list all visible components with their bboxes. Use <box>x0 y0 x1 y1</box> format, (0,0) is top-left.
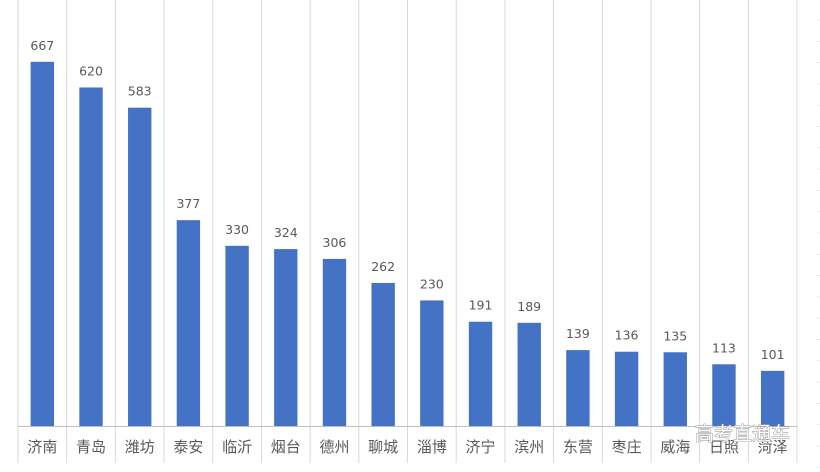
category-label: 济南 <box>27 438 57 456</box>
category-label: 日照 <box>709 438 739 456</box>
bar-潍坊 <box>128 107 152 426</box>
category-label: 济宁 <box>466 438 496 456</box>
data-labels: 667 620 583 377 330 324 306 262 230 191 189 139 136 1… <box>30 38 784 362</box>
category-label: 德州 <box>319 438 349 456</box>
data-label: 191 <box>469 298 493 313</box>
data-label: 139 <box>566 326 590 341</box>
category-label: 聊城 <box>368 438 398 456</box>
data-label: 113 <box>712 340 736 355</box>
bar-泰安 <box>176 220 201 426</box>
bars <box>30 61 785 427</box>
category-label: 威海 <box>660 438 690 456</box>
gridlines <box>17 0 820 468</box>
category-label: 烟台 <box>271 438 301 456</box>
category-label: 青岛 <box>76 438 106 456</box>
data-label: 583 <box>128 84 152 99</box>
category-label: 泰安 <box>173 438 203 456</box>
data-label: 136 <box>615 328 639 343</box>
data-label: 262 <box>371 259 395 274</box>
bar-滨州 <box>517 322 541 426</box>
data-label: 306 <box>323 235 347 250</box>
data-label: 135 <box>663 328 687 343</box>
bar-烟台 <box>274 249 298 426</box>
bar-东营 <box>566 350 590 426</box>
bar-青岛 <box>79 87 103 426</box>
bar-德州 <box>322 258 347 426</box>
data-label: 377 <box>176 196 200 211</box>
bar-济南 <box>30 61 55 427</box>
data-label: 667 <box>30 38 54 53</box>
category-label: 东营 <box>563 438 593 456</box>
bar-日照 <box>712 364 736 426</box>
category-labels: 济南 青岛 潍坊 泰安 临沂 烟台 德州 聊城 淄博 济宁 滨州 东营 枣庄 威海 日照 菏泽 <box>27 438 787 456</box>
category-label: 菏泽 <box>758 438 788 456</box>
data-label: 330 <box>225 222 249 237</box>
bar-临沂 <box>225 245 249 426</box>
data-label: 189 <box>517 299 541 314</box>
data-label: 324 <box>274 225 298 240</box>
bar-聊城 <box>371 282 395 426</box>
category-label: 临沂 <box>222 438 252 456</box>
bar-枣庄 <box>614 351 639 426</box>
category-label: 潍坊 <box>125 438 155 456</box>
watermark-text: 高考直通车 <box>695 423 790 445</box>
data-label: 101 <box>761 347 785 362</box>
bar-菏泽 <box>760 370 785 426</box>
bar-济宁 <box>468 321 493 426</box>
category-label: 淄博 <box>417 438 447 456</box>
category-label: 枣庄 <box>612 438 642 456</box>
bar-威海 <box>663 352 687 426</box>
data-label: 230 <box>420 276 444 291</box>
bar-淄博 <box>420 300 444 426</box>
category-label: 滨州 <box>514 438 544 456</box>
data-label: 620 <box>79 63 103 78</box>
